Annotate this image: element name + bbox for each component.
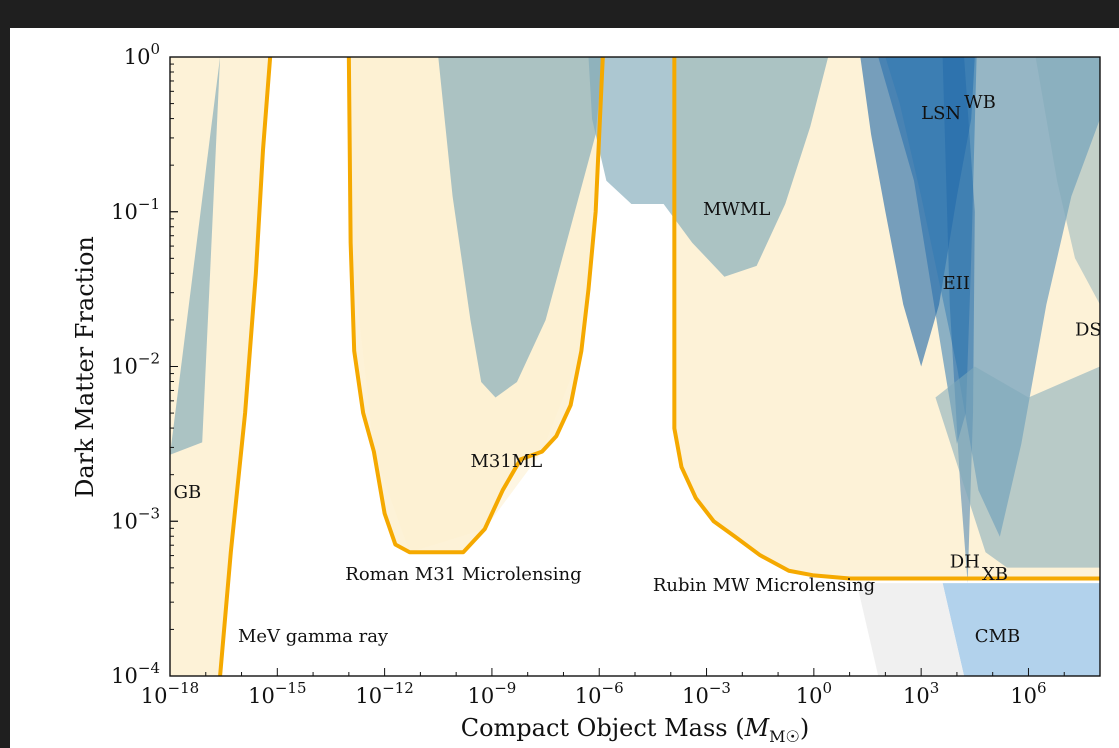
annotation-gb: GB xyxy=(174,482,202,503)
annotation-ds: DS xyxy=(1075,320,1102,341)
x-tick-label: 10−15 xyxy=(248,679,306,708)
x-tick-label: 106 xyxy=(1010,679,1046,708)
y-tick-label: 10−3 xyxy=(111,504,160,533)
x-axis-title: Compact Object Mass (MM☉) xyxy=(461,714,810,746)
plot-area xyxy=(170,57,1100,676)
constraint-wb xyxy=(885,57,1100,537)
annotation-wb: WB xyxy=(964,92,996,113)
annotation-rubin-mw-microlensing: Rubin MW Microlensing xyxy=(653,575,875,596)
projection-line-rubin-mw-microlensing xyxy=(672,57,1100,581)
axis-ticks: 10−18 10−15 10−12 10−9 10−6 10−3 100 103 106 100 1… xyxy=(111,40,1101,708)
projection-line-roman-m31-microlensing xyxy=(346,57,605,555)
y-tick-label: 10−2 xyxy=(111,350,160,379)
constraint-m31ml xyxy=(438,57,603,398)
y-tick-label: 10−4 xyxy=(111,659,160,688)
figure-canvas: 10−18 10−15 10−12 10−9 10−6 10−3 100 103 106 100 1… xyxy=(10,28,1119,748)
annotation-mwml: MWML xyxy=(703,199,770,220)
x-tick-label: 10−9 xyxy=(467,679,516,708)
annotation-xb: XB xyxy=(982,564,1008,585)
projection-line-mev-gamma-ray xyxy=(218,57,273,676)
constraint-mwml xyxy=(588,57,829,277)
x-tick-label: 10−3 xyxy=(682,679,731,708)
annotation-dh: DH xyxy=(950,552,980,573)
chart: 10−18 10−15 10−12 10−9 10−6 10−3 100 103 106 100 1… xyxy=(71,40,1102,746)
annotation-roman-m31-microlensing: Roman M31 Microlensing xyxy=(345,564,581,585)
x-tick-label: 103 xyxy=(903,679,939,708)
y-tick-label: 10−1 xyxy=(111,195,160,224)
projection-region-mev-gamma-ray xyxy=(170,57,271,676)
x-tick-label: 100 xyxy=(796,679,832,708)
y-axis-title: Dark Matter Fraction xyxy=(71,236,99,498)
y-tick-label: 100 xyxy=(124,40,160,69)
constraint-xb xyxy=(935,366,1100,568)
x-tick-label: 10−18 xyxy=(141,679,199,708)
annotation-m31ml: M31ML xyxy=(470,451,542,472)
constraint-shadow xyxy=(856,583,965,676)
annotation-lsn: LSN xyxy=(921,103,961,124)
x-tick-label: 10−12 xyxy=(355,679,413,708)
annotation-eii: EII xyxy=(943,273,970,294)
annotation-mev-gamma-ray: MeV gamma ray xyxy=(238,626,389,647)
constraint-ds xyxy=(1035,57,1100,305)
constraint-gb xyxy=(170,57,221,455)
annotation-cmb: CMB xyxy=(975,626,1020,647)
constraint-cmb xyxy=(942,583,1100,676)
projection-lines xyxy=(218,57,1100,676)
x-tick-label: 10−6 xyxy=(575,679,624,708)
